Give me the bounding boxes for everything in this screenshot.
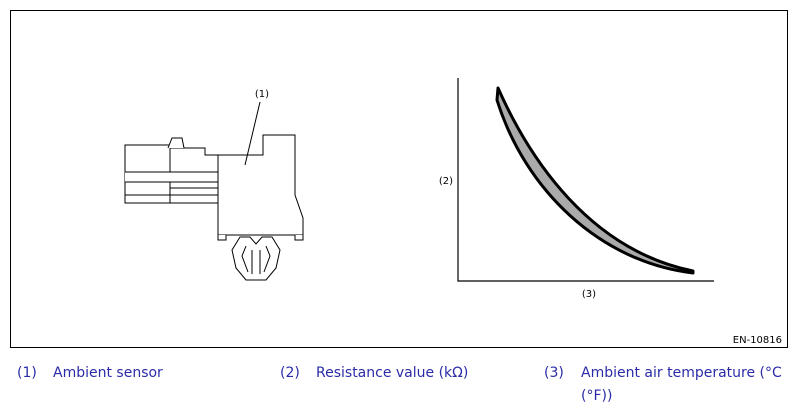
sensor-drawing (124, 101, 304, 281)
legend-text: Resistance value (kΩ) (316, 365, 469, 381)
figure: (1) (2) (3) EN-10816 (10, 10, 788, 348)
graph (457, 78, 714, 282)
figure-frame (10, 10, 788, 348)
sensor-label: (1) (255, 89, 269, 100)
legend-text: Ambient air temperature (°C (°F)) (581, 365, 782, 404)
y-axis-label: (2) (439, 176, 453, 187)
legend-number: (1) (17, 365, 37, 381)
legend-text: Ambient sensor (53, 365, 163, 381)
legend-number: (2) (280, 365, 300, 381)
figure-code: EN-10816 (733, 335, 782, 346)
x-axis-label: (3) (582, 289, 596, 300)
legend-number: (3) (544, 365, 564, 381)
